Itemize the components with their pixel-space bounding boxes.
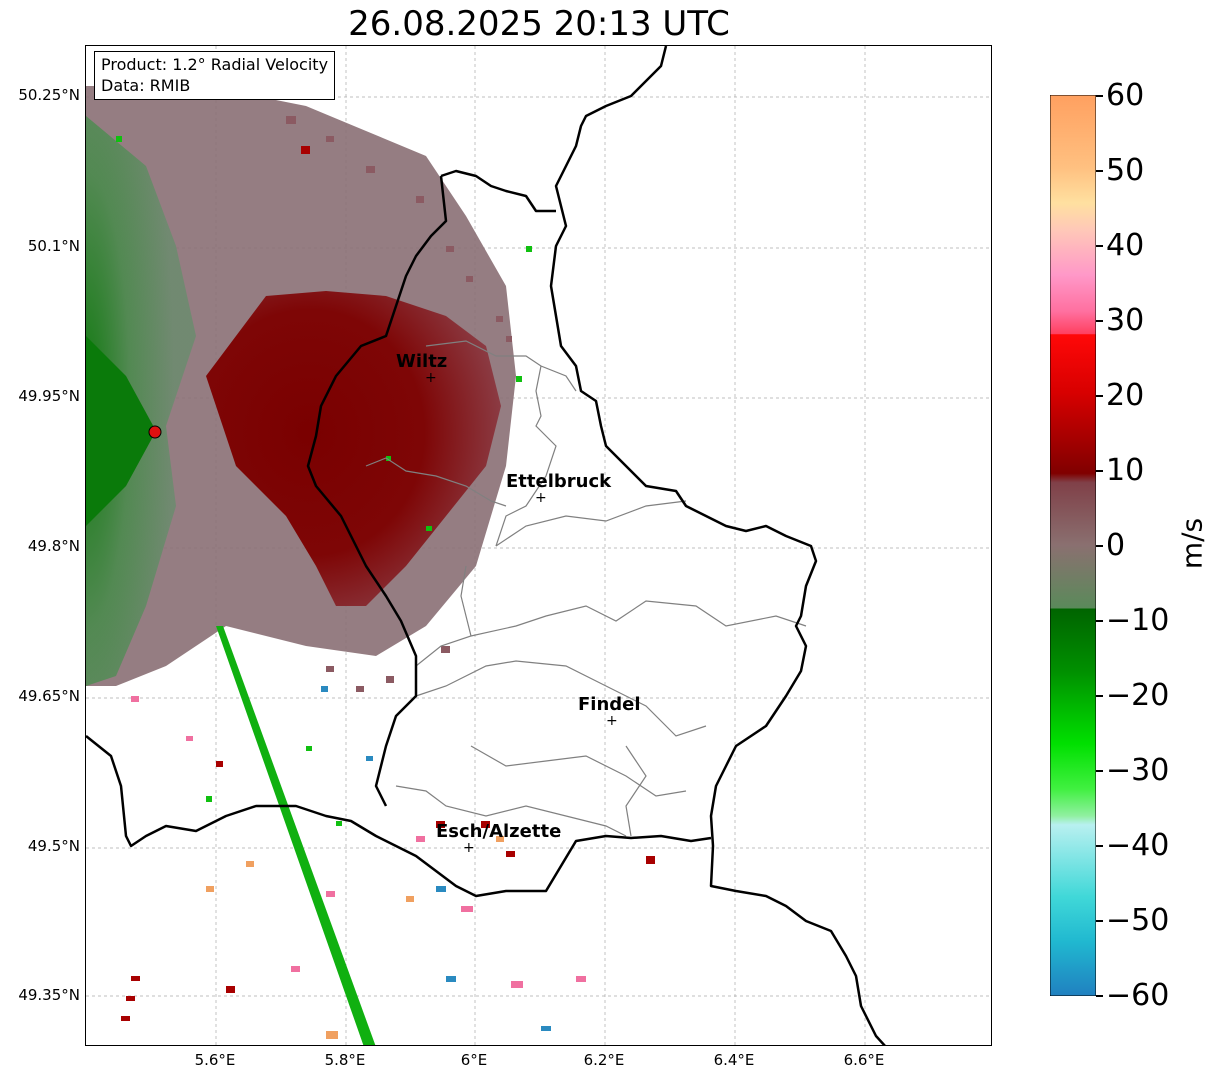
- lon-label: 6.4°E: [713, 1051, 755, 1069]
- lon-label: 5.8°E: [324, 1051, 366, 1069]
- lon-label: 6°E: [460, 1051, 488, 1069]
- city-label-wiltz: Wiltz: [396, 351, 448, 372]
- colorbar-tick-label: −40: [1106, 828, 1170, 863]
- colorbar-tick: [1096, 545, 1103, 547]
- radar-site-icon: [148, 425, 162, 439]
- interference-beam: [216, 626, 376, 1045]
- lon-label: 6.6°E: [843, 1051, 885, 1069]
- colorbar-tick-label: 10: [1106, 453, 1145, 488]
- colorbar-tick: [1096, 395, 1103, 397]
- lat-label: 50.1°N: [27, 237, 80, 255]
- colorbar-tick-label: 50: [1106, 153, 1145, 188]
- colorbar-tick-label: 0: [1106, 528, 1126, 563]
- radar-echoes: [86, 86, 655, 1045]
- colorbar-tick: [1096, 695, 1103, 697]
- colorbar-tick: [1096, 470, 1103, 472]
- lat-label: 49.8°N: [27, 537, 80, 555]
- colorbar-tick: [1096, 245, 1103, 247]
- colorbar-tick-label: −60: [1106, 978, 1170, 1013]
- colorbar-unit-label: m/s: [1175, 517, 1207, 570]
- lon-label: 5.6°E: [194, 1051, 236, 1069]
- colorbar: [1050, 95, 1096, 996]
- colorbar-tick-label: 40: [1106, 228, 1145, 263]
- info-box: Product: 1.2° Radial Velocity Data: RMIB: [94, 51, 336, 100]
- lat-label: 49.35°N: [18, 986, 80, 1004]
- colorbar-tick-label: −10: [1106, 603, 1170, 638]
- colorbar-tick: [1096, 620, 1103, 622]
- city-label-ettelbruck: Ettelbruck: [506, 471, 612, 492]
- colorbar-tick-label: 30: [1106, 303, 1145, 338]
- colorbar-tick-label: 20: [1106, 378, 1145, 413]
- city-marker-icon: +: [606, 713, 618, 729]
- map-panel[interactable]: [85, 45, 992, 1046]
- lat-label: 49.65°N: [18, 687, 80, 705]
- colorbar-tick: [1096, 170, 1103, 172]
- colorbar-tick-label: −20: [1106, 678, 1170, 713]
- colorbar-tick: [1096, 995, 1103, 997]
- colorbar-tick-label: −30: [1106, 753, 1170, 788]
- lon-label: 6.2°E: [583, 1051, 625, 1069]
- city-marker-icon: +: [425, 370, 437, 386]
- colorbar-tick: [1096, 845, 1103, 847]
- colorbar-tick: [1096, 770, 1103, 772]
- country-borders: [86, 46, 886, 1045]
- lat-label: 49.5°N: [27, 837, 80, 855]
- colorbar-tick: [1096, 320, 1103, 322]
- data-source-text: Data: RMIB: [101, 76, 191, 95]
- colorbar-tick-label: 60: [1106, 78, 1145, 113]
- lat-label: 49.95°N: [18, 387, 80, 405]
- colorbar-tick: [1096, 920, 1103, 922]
- city-label-findel: Findel: [578, 694, 641, 715]
- colorbar-tick: [1096, 95, 1103, 97]
- city-label-esch-alzette: Esch/Alzette: [436, 821, 562, 842]
- product-text: Product: 1.2° Radial Velocity: [101, 55, 329, 74]
- lat-label: 50.25°N: [18, 86, 80, 104]
- city-marker-icon: +: [463, 840, 475, 856]
- radar-map: [86, 46, 991, 1045]
- page-title: 26.08.2025 20:13 UTC: [348, 4, 730, 44]
- colorbar-tick-label: −50: [1106, 903, 1170, 938]
- city-marker-icon: +: [535, 490, 547, 506]
- canton-borders: [365, 340, 807, 837]
